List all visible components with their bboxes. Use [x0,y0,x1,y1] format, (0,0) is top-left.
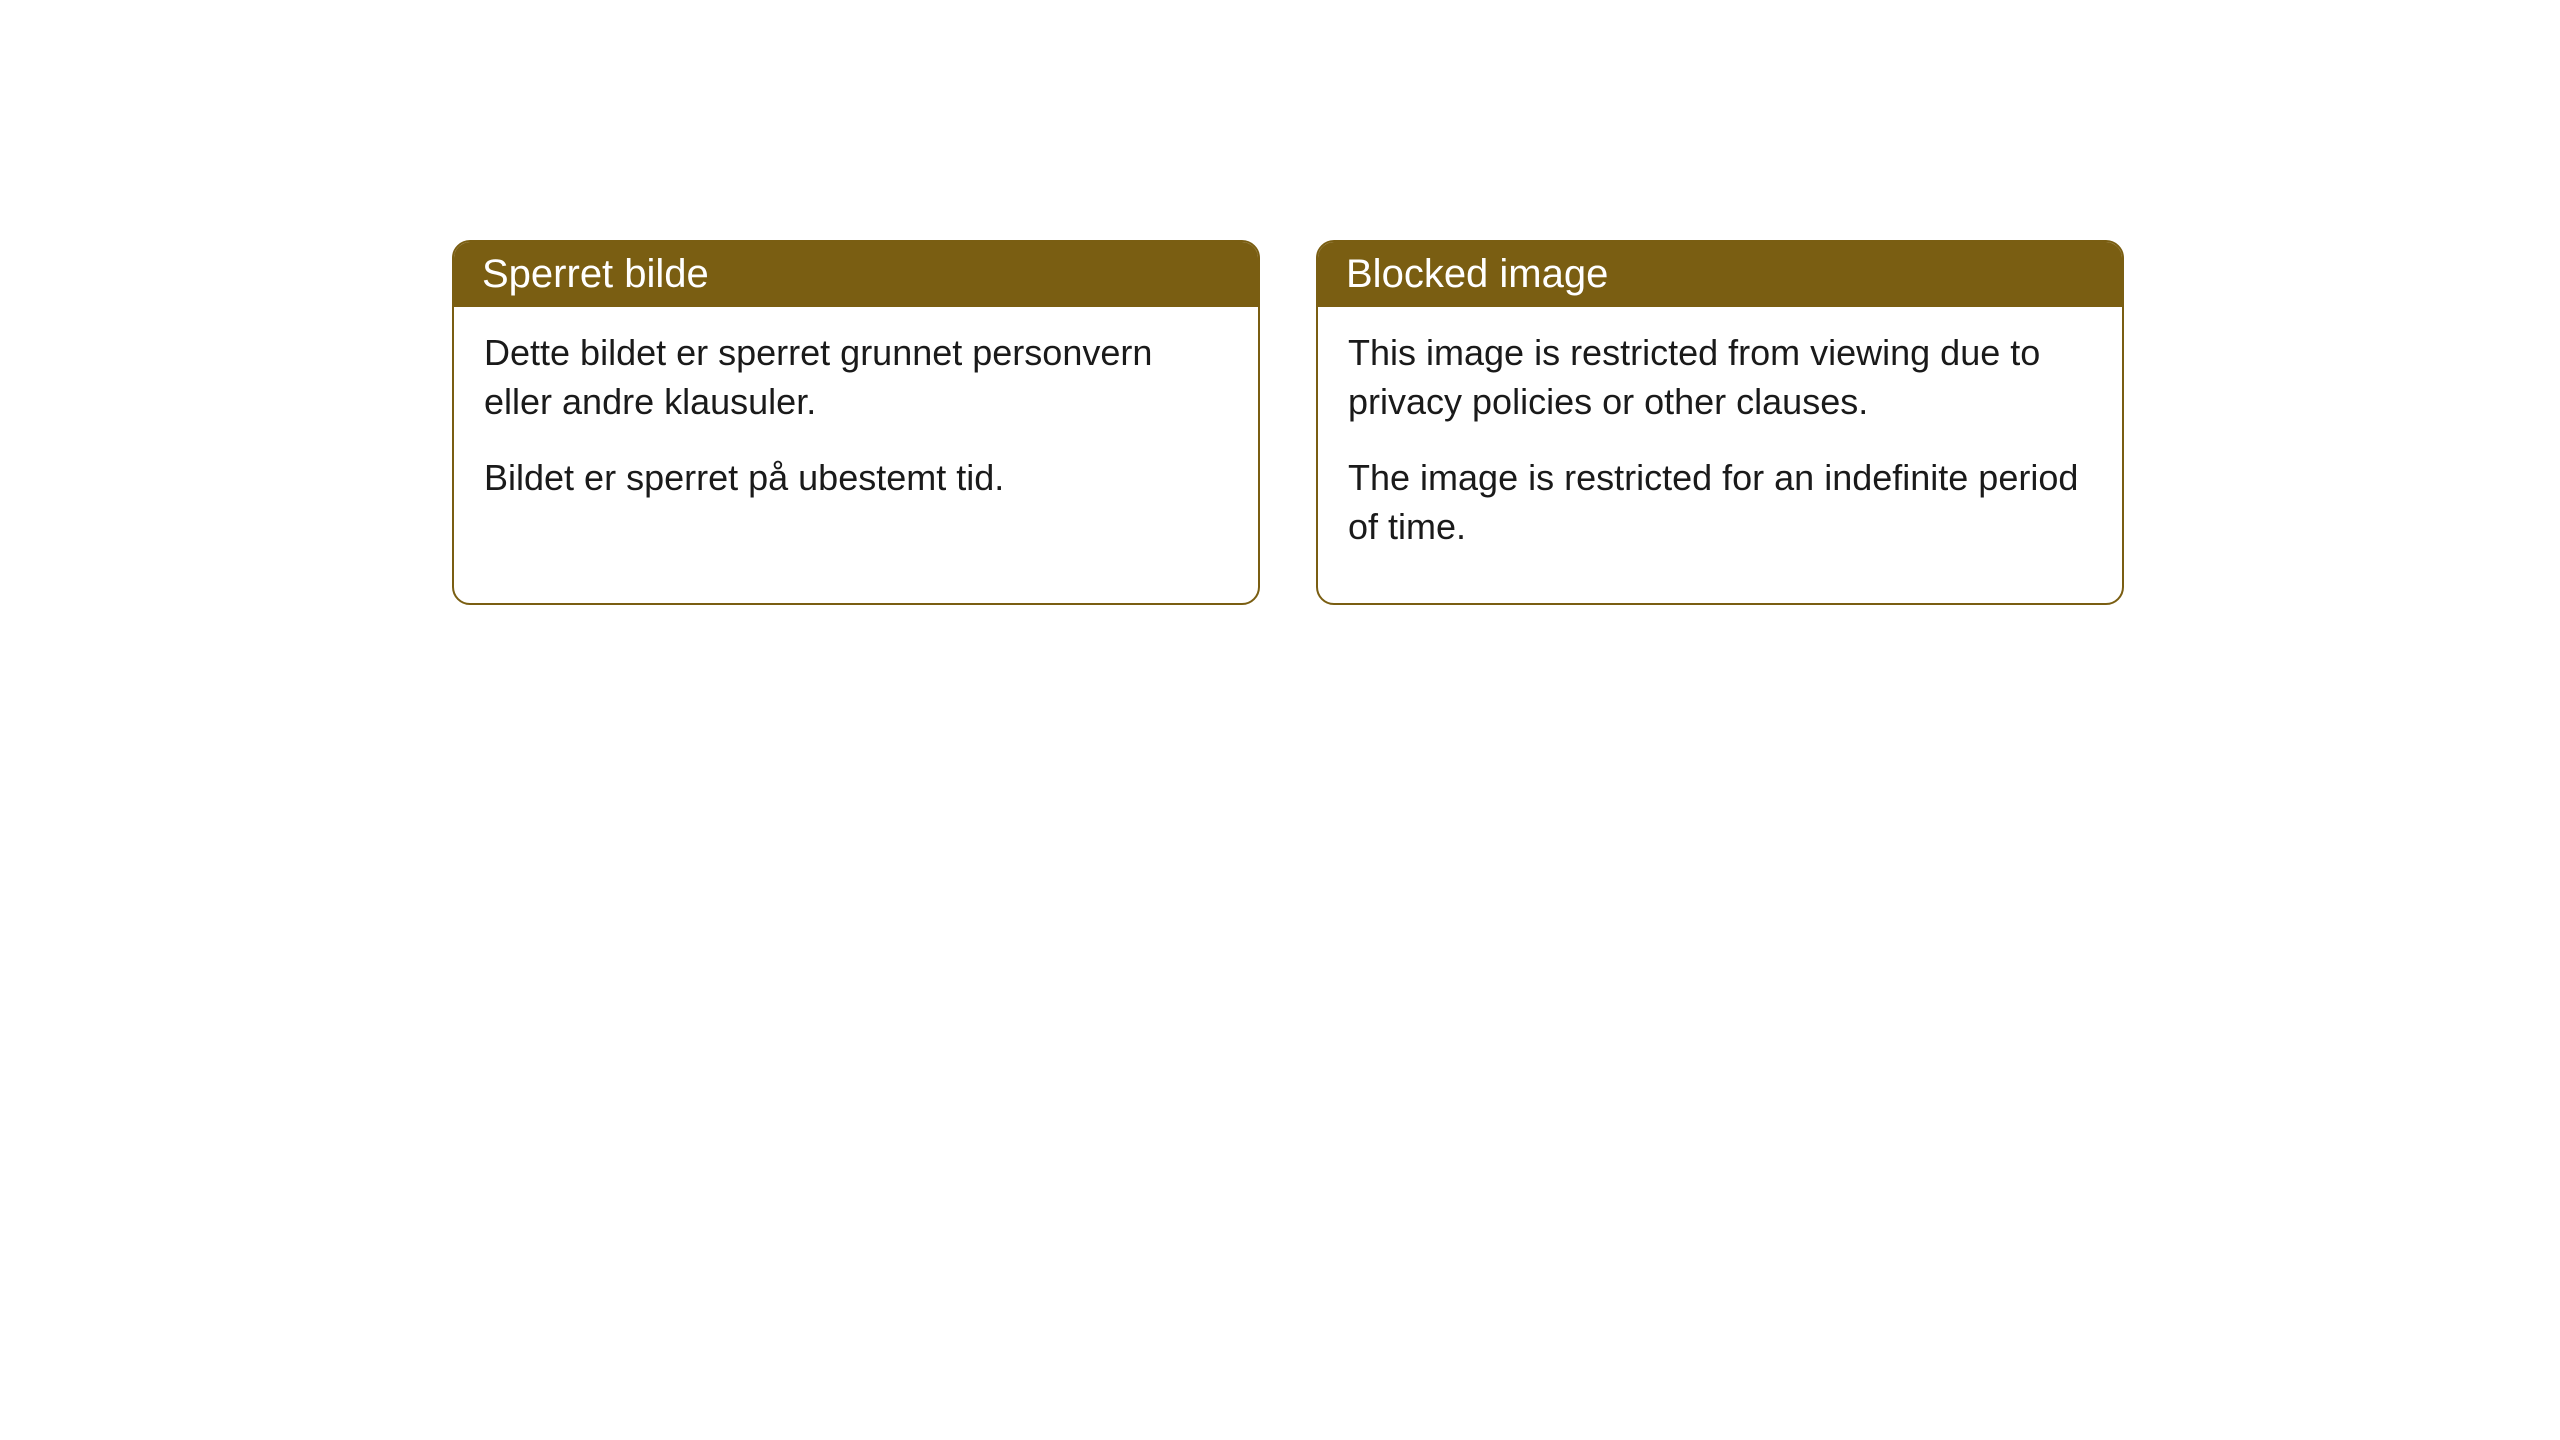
card-body: This image is restricted from viewing du… [1318,307,2122,603]
card-paragraph: Bildet er sperret på ubestemt tid. [484,454,1228,503]
card-paragraph: Dette bildet er sperret grunnet personve… [484,329,1228,426]
blocked-image-card-english: Blocked image This image is restricted f… [1316,240,2124,605]
card-header: Blocked image [1318,242,2122,307]
card-header: Sperret bilde [454,242,1258,307]
notice-container: Sperret bilde Dette bildet er sperret gr… [0,0,2560,605]
card-title: Sperret bilde [482,252,709,296]
blocked-image-card-norwegian: Sperret bilde Dette bildet er sperret gr… [452,240,1260,605]
card-paragraph: The image is restricted for an indefinit… [1348,454,2092,551]
card-body: Dette bildet er sperret grunnet personve… [454,307,1258,555]
card-paragraph: This image is restricted from viewing du… [1348,329,2092,426]
card-title: Blocked image [1346,252,1608,296]
